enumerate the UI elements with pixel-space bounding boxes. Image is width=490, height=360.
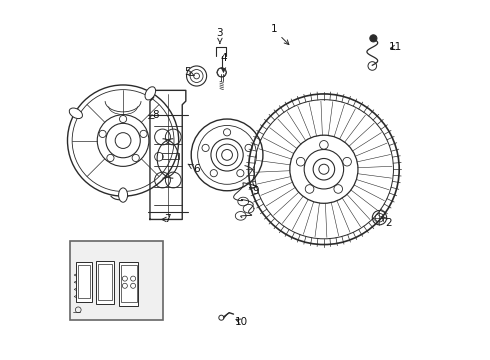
Ellipse shape <box>69 108 82 118</box>
Text: 8: 8 <box>149 111 159 121</box>
Bar <box>78 265 90 298</box>
Bar <box>162 153 179 159</box>
Text: 5: 5 <box>184 67 194 77</box>
Bar <box>121 265 137 302</box>
Text: 3: 3 <box>217 28 223 44</box>
Bar <box>76 262 92 302</box>
Text: 2: 2 <box>382 217 392 228</box>
Text: 11: 11 <box>389 42 402 52</box>
Text: 7: 7 <box>162 215 171 224</box>
Text: 10: 10 <box>235 317 248 327</box>
Circle shape <box>370 35 377 42</box>
Text: 1: 1 <box>270 24 289 45</box>
Text: 9: 9 <box>249 186 259 196</box>
Bar <box>70 241 163 320</box>
Bar <box>96 261 114 304</box>
Bar <box>98 264 112 300</box>
Bar <box>119 262 139 306</box>
Ellipse shape <box>119 188 127 202</box>
Text: 6: 6 <box>188 164 200 174</box>
Ellipse shape <box>145 87 156 100</box>
Text: 4: 4 <box>220 53 227 72</box>
